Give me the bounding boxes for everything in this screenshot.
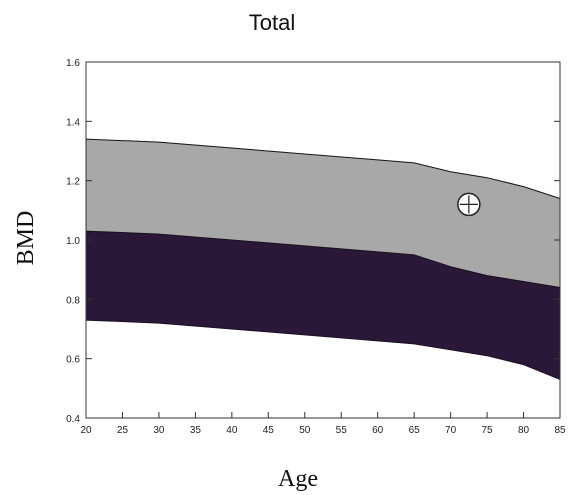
x-axis-label: Age [278, 466, 318, 492]
y-tick-label-0: 0.4 [66, 414, 80, 425]
x-tick-label-12: 80 [518, 425, 530, 436]
x-tick-label-3: 35 [190, 425, 202, 436]
x-tick-label-4: 40 [226, 425, 238, 436]
y-tick-label-5: 1.4 [66, 117, 80, 128]
x-tick-label-7: 55 [336, 425, 348, 436]
x-tick-label-5: 45 [263, 425, 275, 436]
x-tick-label-2: 30 [153, 425, 165, 436]
y-tick-label-6: 1.6 [66, 58, 80, 69]
chart-title: Total [249, 10, 295, 35]
y-tick-label-2: 0.8 [66, 295, 80, 306]
y-tick-label-1: 0.6 [66, 355, 80, 366]
y-axis-label: BMD [13, 211, 39, 266]
x-tick-label-0: 20 [80, 425, 92, 436]
x-tick-label-1: 25 [117, 425, 129, 436]
x-tick-label-11: 75 [482, 425, 494, 436]
y-tick-label-3: 1.0 [66, 236, 80, 247]
x-tick-label-8: 60 [372, 425, 384, 436]
plot-area: 20 25 30 35 40 45 50 55 60 65 70 75 80 85 0.4 0.6 0.8 1.0… [66, 58, 566, 436]
x-tick-label-13: 85 [554, 425, 566, 436]
x-tick-label-9: 65 [409, 425, 421, 436]
x-tick-label-10: 70 [445, 425, 457, 436]
y-tick-label-4: 1.2 [66, 177, 80, 188]
x-tick-label-6: 50 [299, 425, 311, 436]
